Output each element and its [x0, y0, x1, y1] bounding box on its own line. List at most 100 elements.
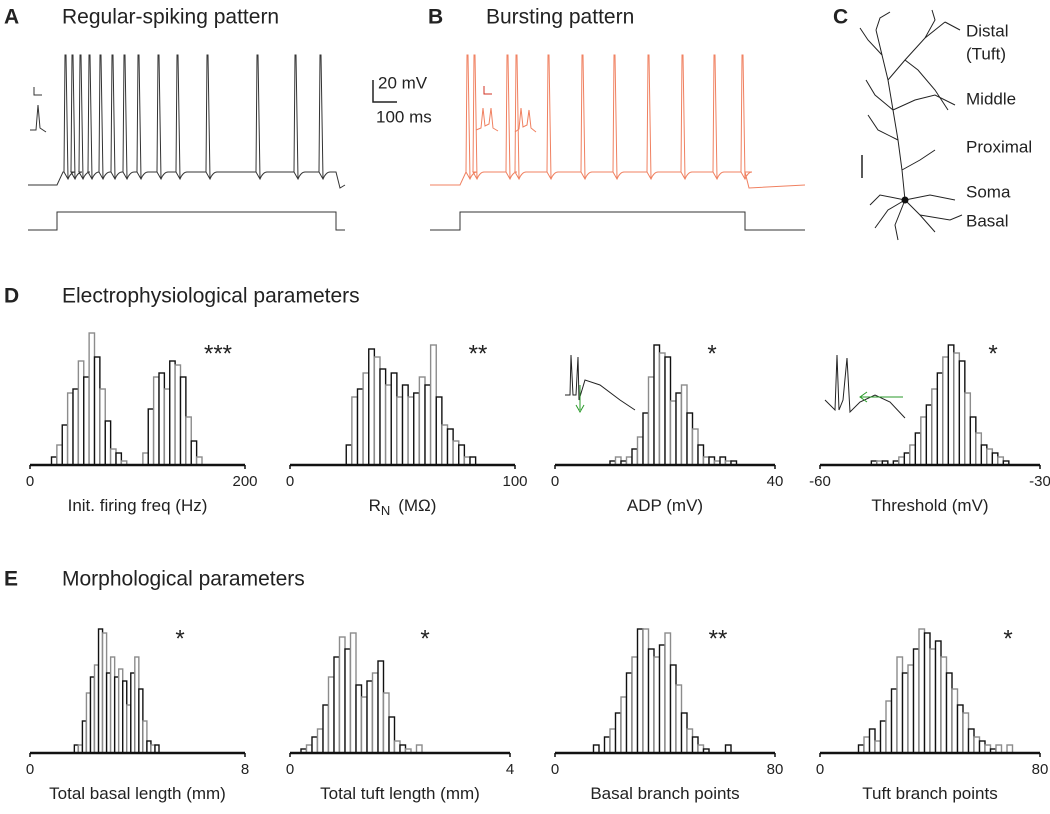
spike [472, 54, 478, 180]
spike [98, 54, 104, 180]
bar [909, 444, 917, 466]
bar [940, 656, 948, 754]
bar [66, 392, 74, 466]
x-tick-label: 80 [767, 761, 784, 778]
bar [614, 712, 622, 754]
spike [63, 54, 69, 180]
bar [327, 676, 335, 754]
x-axis-label: Total basal length (mm) [49, 784, 226, 803]
x-axis-label: Tuft branch points [862, 784, 997, 803]
x-tick-label: 8 [241, 761, 249, 778]
bar [918, 628, 926, 754]
x-axis-label: Basal branch points [590, 784, 739, 803]
bar [680, 712, 688, 754]
spike [70, 54, 76, 180]
bar [390, 372, 398, 466]
bar [658, 644, 666, 754]
bar [77, 360, 85, 466]
bar [446, 428, 454, 466]
bar [351, 396, 359, 466]
bar [377, 660, 385, 754]
bar [931, 388, 939, 466]
x-tick-label: 4 [506, 761, 514, 778]
bar [914, 432, 922, 466]
bar [973, 736, 981, 754]
bar [969, 416, 977, 466]
region-label: Soma [966, 182, 1011, 201]
bar [413, 392, 421, 466]
bar [664, 356, 672, 466]
bar [653, 344, 661, 466]
spike [514, 54, 520, 180]
bar [625, 672, 633, 754]
bar [947, 344, 955, 466]
label-text: Total tuft length (mm) [320, 784, 480, 803]
spike [78, 54, 84, 180]
spike [156, 54, 162, 180]
bar [936, 372, 944, 466]
bar [115, 452, 123, 466]
bar [373, 356, 381, 466]
bar [163, 388, 171, 466]
spike [175, 54, 181, 180]
panel-letter: B [428, 6, 443, 29]
bar [179, 376, 187, 466]
bar [620, 696, 628, 754]
bar [879, 720, 887, 754]
bar [868, 728, 876, 754]
bar [907, 664, 915, 754]
bar [441, 424, 449, 466]
bar [345, 444, 353, 466]
scale-bar-label: 100 ms [376, 107, 432, 126]
spike [87, 54, 93, 180]
bar [647, 376, 655, 466]
bar [316, 728, 324, 754]
significance: *** [204, 340, 232, 367]
bar [72, 388, 80, 466]
bar [958, 360, 966, 466]
bar [980, 444, 988, 466]
bar [991, 452, 999, 466]
stimulus-step [28, 211, 345, 231]
bar [379, 368, 387, 466]
spike [546, 54, 552, 180]
panel-letter: A [4, 6, 19, 29]
panel-letter: D [4, 285, 19, 308]
x-tick-label: 100 [502, 473, 527, 490]
label-text: R [369, 496, 381, 515]
bar [885, 700, 893, 754]
bar [338, 636, 346, 754]
bar [142, 452, 149, 466]
bar [396, 396, 404, 466]
spike [255, 54, 261, 180]
spike [136, 54, 142, 180]
bar [680, 384, 688, 466]
significance: * [1003, 625, 1012, 652]
panel-letter: C [833, 6, 848, 29]
significance: ** [709, 625, 728, 652]
bar [912, 648, 920, 754]
bar [903, 452, 911, 466]
bar [945, 672, 953, 754]
significance: * [988, 340, 997, 367]
inset [30, 86, 537, 133]
spike [712, 54, 718, 180]
bar [653, 656, 661, 754]
bar [190, 440, 198, 466]
bar [88, 332, 96, 466]
bar [691, 428, 699, 466]
bar [147, 408, 155, 466]
bar [61, 424, 69, 466]
x-tick-label: 80 [1032, 761, 1049, 778]
bar [967, 728, 975, 754]
inset [565, 354, 906, 419]
bar [322, 704, 330, 754]
x-axis-label: Threshold (mV) [871, 496, 988, 515]
spike [646, 54, 652, 180]
bar [956, 704, 964, 754]
bar [636, 436, 644, 466]
bar [362, 372, 370, 466]
region-label: Distal [966, 21, 1009, 40]
spike [740, 54, 746, 180]
